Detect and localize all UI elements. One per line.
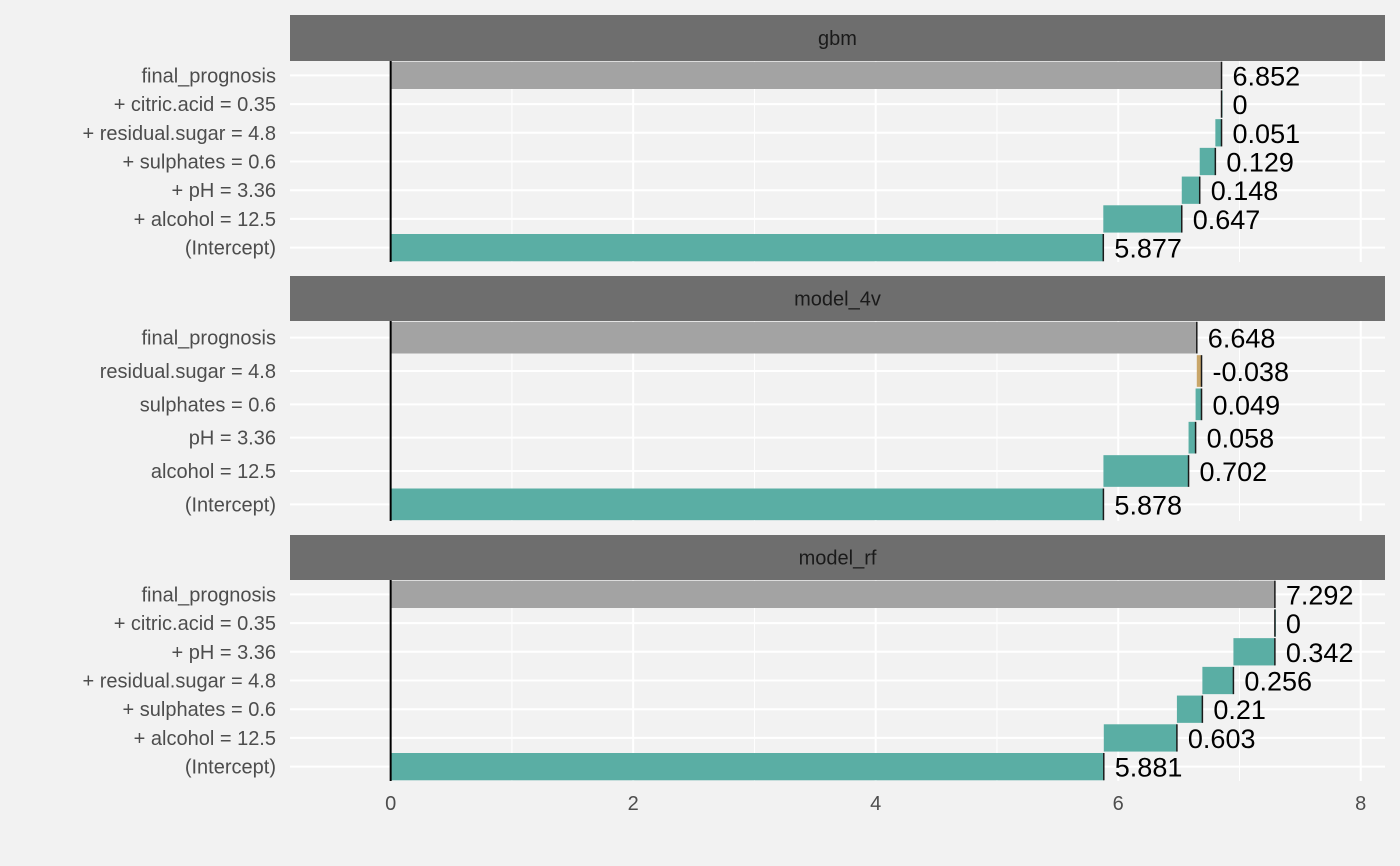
category-label: (Intercept) — [185, 238, 276, 260]
panel-background — [290, 321, 1385, 521]
x-tick-label: 8 — [1355, 793, 1366, 815]
category-label: final_prognosis — [141, 584, 276, 606]
category-label: sulphates = 0.6 — [140, 394, 276, 416]
value-label: 5.881 — [1115, 753, 1183, 783]
value-label: 0.049 — [1213, 390, 1281, 420]
contribution-bar — [1181, 176, 1200, 204]
x-tick-label: 6 — [1113, 793, 1124, 815]
contribution-bar — [1188, 421, 1196, 454]
value-label: 0.702 — [1200, 457, 1268, 487]
contribution-bar — [1215, 119, 1222, 147]
category-label: + citric.acid = 0.35 — [114, 94, 276, 116]
value-label: 5.878 — [1114, 490, 1182, 520]
prediction-bar — [390, 61, 1222, 89]
category-label: final_prognosis — [141, 65, 276, 87]
facet-strip-label: model_rf — [799, 548, 877, 570]
value-label: 0 — [1286, 609, 1301, 639]
category-label: + pH = 3.36 — [171, 180, 276, 202]
x-tick-label: 0 — [385, 793, 396, 815]
category-label: + sulphates = 0.6 — [123, 699, 276, 721]
x-tick-label: 2 — [628, 793, 639, 815]
facet-strip — [290, 535, 1385, 580]
value-label: 0.21 — [1213, 695, 1266, 725]
value-label: 0.256 — [1244, 667, 1312, 697]
value-label: 0.058 — [1207, 424, 1275, 454]
facet-strip — [290, 276, 1385, 321]
value-label: 7.292 — [1286, 580, 1354, 610]
facet-strip-label: model_4v — [794, 289, 881, 311]
contribution-bar — [1196, 355, 1202, 387]
category-label: + pH = 3.36 — [171, 642, 276, 664]
contribution-bar — [390, 234, 1104, 262]
contribution-bar — [1176, 695, 1203, 723]
x-tick-label: 4 — [870, 793, 881, 815]
category-label: (Intercept) — [185, 757, 276, 779]
value-label: 6.852 — [1233, 61, 1301, 91]
value-label: 0.148 — [1211, 176, 1279, 206]
value-label: 0.647 — [1193, 205, 1261, 235]
prediction-bar — [390, 321, 1197, 354]
category-label: + residual.sugar = 4.8 — [83, 671, 276, 693]
category-label: (Intercept) — [185, 494, 276, 516]
category-label: final_prognosis — [141, 328, 276, 350]
contribution-bar — [1202, 666, 1234, 695]
contribution-bar — [1103, 205, 1182, 233]
prediction-bar — [390, 580, 1275, 608]
value-label: 5.877 — [1114, 234, 1182, 264]
category-label: + residual.sugar = 4.8 — [83, 123, 276, 145]
value-label: 0.129 — [1226, 148, 1294, 178]
category-label: pH = 3.36 — [189, 428, 276, 450]
value-label: 6.648 — [1208, 324, 1276, 354]
value-label: 0.051 — [1233, 119, 1301, 149]
category-label: residual.sugar = 4.8 — [100, 361, 276, 383]
contribution-bar — [1195, 388, 1202, 421]
contribution-bar — [1103, 455, 1189, 487]
value-label: 0.342 — [1286, 638, 1354, 668]
value-label: 0 — [1233, 90, 1248, 120]
category-label: + sulphates = 0.6 — [123, 152, 276, 174]
category-label: + alcohol = 12.5 — [134, 209, 276, 231]
contribution-bar — [1199, 147, 1216, 176]
category-label: alcohol = 12.5 — [151, 461, 276, 483]
contribution-bar — [390, 488, 1104, 521]
category-label: + citric.acid = 0.35 — [114, 613, 276, 635]
category-label: + alcohol = 12.5 — [134, 728, 276, 750]
value-label: 0.603 — [1188, 724, 1256, 754]
facet-strip — [290, 15, 1385, 61]
contribution-bar — [1233, 638, 1275, 666]
contribution-bar — [390, 753, 1104, 781]
value-label: -0.038 — [1213, 357, 1290, 387]
facet-strip-label: gbm — [818, 28, 857, 50]
contribution-bar — [1103, 724, 1177, 752]
